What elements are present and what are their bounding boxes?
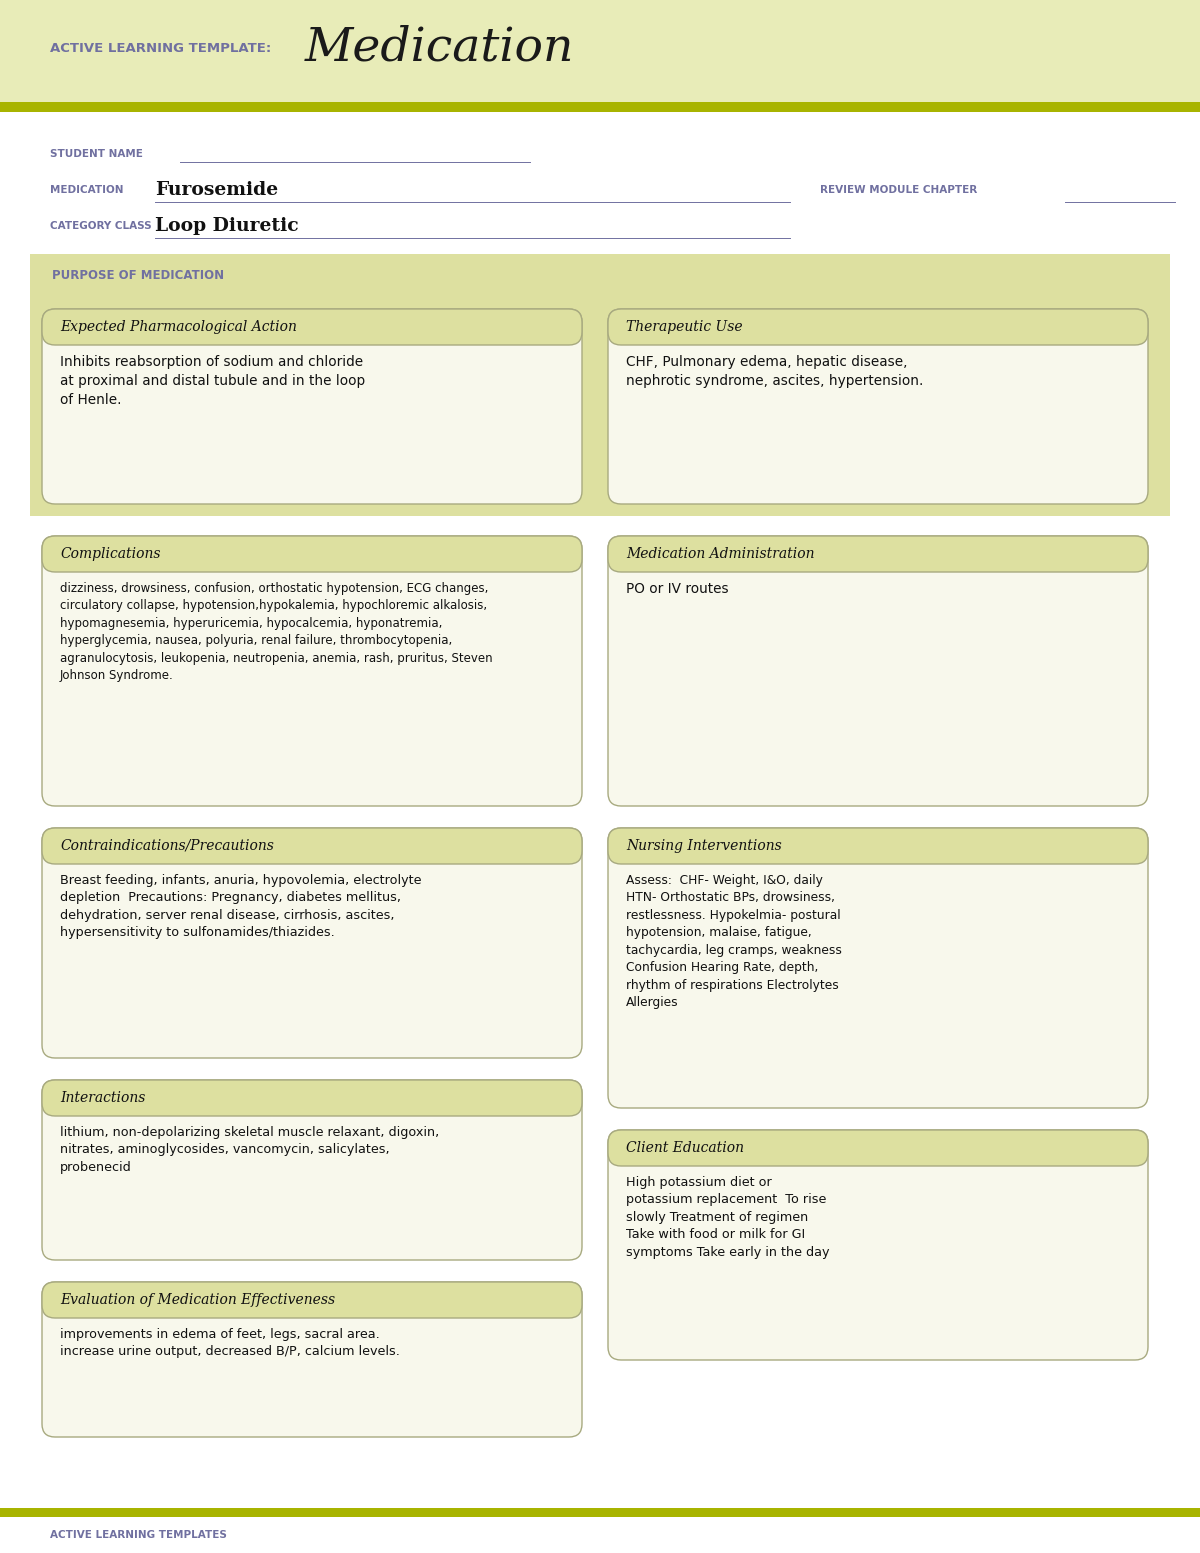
- Text: Therapeutic Use: Therapeutic Use: [626, 320, 743, 334]
- FancyBboxPatch shape: [42, 828, 582, 1058]
- FancyBboxPatch shape: [42, 1281, 582, 1318]
- Text: Complications: Complications: [60, 547, 161, 561]
- FancyBboxPatch shape: [608, 1131, 1148, 1166]
- FancyBboxPatch shape: [42, 1079, 582, 1117]
- FancyBboxPatch shape: [608, 309, 1148, 345]
- Text: High potassium diet or
potassium replacement  To rise
slowly Treatment of regime: High potassium diet or potassium replace…: [626, 1176, 829, 1259]
- Text: STUDENT NAME: STUDENT NAME: [50, 149, 143, 158]
- Text: MEDICATION: MEDICATION: [50, 185, 124, 196]
- Text: PURPOSE OF MEDICATION: PURPOSE OF MEDICATION: [52, 270, 224, 283]
- Text: Evaluation of Medication Effectiveness: Evaluation of Medication Effectiveness: [60, 1294, 335, 1308]
- Text: Client Education: Client Education: [626, 1141, 744, 1155]
- Text: Medication Administration: Medication Administration: [626, 547, 815, 561]
- FancyBboxPatch shape: [42, 1079, 582, 1259]
- Text: Interactions: Interactions: [60, 1092, 145, 1106]
- FancyBboxPatch shape: [42, 536, 582, 572]
- FancyBboxPatch shape: [42, 1281, 582, 1437]
- Text: PO or IV routes: PO or IV routes: [626, 582, 728, 596]
- Text: REVIEW MODULE CHAPTER: REVIEW MODULE CHAPTER: [820, 185, 977, 196]
- Text: Contraindications/Precautions: Contraindications/Precautions: [60, 839, 274, 853]
- Bar: [0, 102, 1200, 112]
- FancyBboxPatch shape: [42, 309, 582, 505]
- Text: ACTIVE LEARNING TEMPLATE:: ACTIVE LEARNING TEMPLATE:: [50, 42, 271, 54]
- Text: Loop Diuretic: Loop Diuretic: [155, 217, 299, 235]
- Text: dizziness, drowsiness, confusion, orthostatic hypotension, ECG changes,
circulat: dizziness, drowsiness, confusion, orthos…: [60, 582, 493, 682]
- Bar: [0, 0, 1200, 102]
- FancyBboxPatch shape: [42, 309, 582, 345]
- Text: CHF, Pulmonary edema, hepatic disease,
nephrotic syndrome, ascites, hypertension: CHF, Pulmonary edema, hepatic disease, n…: [626, 356, 923, 388]
- Text: Breast feeding, infants, anuria, hypovolemia, electrolyte
depletion  Precautions: Breast feeding, infants, anuria, hypovol…: [60, 874, 421, 940]
- FancyBboxPatch shape: [608, 828, 1148, 1107]
- FancyBboxPatch shape: [42, 828, 582, 863]
- FancyBboxPatch shape: [608, 536, 1148, 572]
- Text: improvements in edema of feet, legs, sacral area.
increase urine output, decreas: improvements in edema of feet, legs, sac…: [60, 1328, 400, 1359]
- Text: Nursing Interventions: Nursing Interventions: [626, 839, 781, 853]
- Text: lithium, non-depolarizing skeletal muscle relaxant, digoxin,
nitrates, aminoglyc: lithium, non-depolarizing skeletal muscl…: [60, 1126, 439, 1174]
- Text: Medication: Medication: [305, 25, 575, 70]
- Bar: [0, 1508, 1200, 1517]
- Text: ACTIVE LEARNING TEMPLATES: ACTIVE LEARNING TEMPLATES: [50, 1530, 227, 1541]
- Text: Assess:  CHF- Weight, I&O, daily
HTN- Orthostatic BPs, drowsiness,
restlessness.: Assess: CHF- Weight, I&O, daily HTN- Ort…: [626, 874, 842, 1009]
- FancyBboxPatch shape: [608, 1131, 1148, 1360]
- Text: CATEGORY CLASS: CATEGORY CLASS: [50, 221, 151, 231]
- FancyBboxPatch shape: [608, 536, 1148, 806]
- FancyBboxPatch shape: [608, 309, 1148, 505]
- Text: Furosemide: Furosemide: [155, 182, 278, 199]
- FancyBboxPatch shape: [42, 536, 582, 806]
- Text: Inhibits reabsorption of sodium and chloride
at proximal and distal tubule and i: Inhibits reabsorption of sodium and chlo…: [60, 356, 365, 407]
- Bar: [30, 255, 1170, 516]
- Text: Expected Pharmacological Action: Expected Pharmacological Action: [60, 320, 296, 334]
- FancyBboxPatch shape: [608, 828, 1148, 863]
